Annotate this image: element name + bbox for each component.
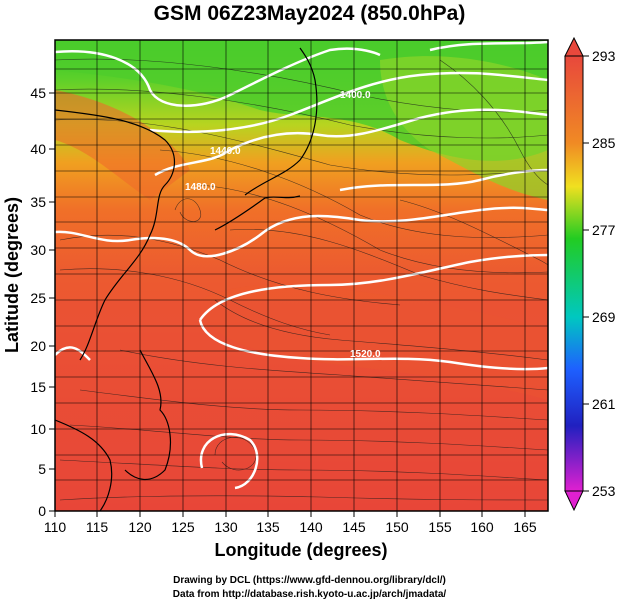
y-tick-label: 20 — [30, 338, 46, 354]
coastlines — [55, 47, 318, 511]
x-tick-label: 115 — [86, 519, 109, 535]
y-axis-label: Latitude (degrees) — [2, 197, 22, 353]
contour-label-1400: 1400.0 — [340, 90, 371, 101]
y-tick-label: 45 — [30, 85, 46, 101]
colorbar-bottom-arrow — [564, 490, 584, 512]
x-tick-label: 165 — [513, 519, 537, 535]
colorbar-label: 269 — [592, 309, 616, 325]
graticule — [55, 40, 548, 511]
contour-label-1440: 1440.0 — [210, 146, 241, 157]
colorbar-label: 253 — [592, 483, 616, 499]
y-tick-label: 0 — [38, 503, 46, 519]
x-tick-label: 140 — [299, 519, 323, 535]
y-tick-labels: 0 5 10 15 20 25 30 35 40 45 — [30, 85, 46, 519]
y-tick-label: 40 — [30, 141, 46, 157]
colorbar-label: 261 — [592, 396, 616, 412]
height-contours — [55, 40, 548, 490]
y-tick-label: 30 — [30, 242, 46, 258]
x-tick-label: 145 — [342, 519, 366, 535]
contour-label-1520: 1520.0 — [350, 349, 381, 360]
colorbar-top-arrow — [564, 36, 584, 57]
x-tick-label: 150 — [385, 519, 409, 535]
plot-frame — [54, 39, 549, 512]
map-title: GSM 06Z23May2024 (850.0hPa) — [153, 2, 466, 25]
x-tick-label: 155 — [428, 519, 452, 535]
x-tick-label: 135 — [256, 519, 280, 535]
y-tick-label: 35 — [30, 194, 46, 210]
wind-streamlines — [55, 58, 548, 501]
temperature-field — [55, 40, 548, 511]
credit-data: Data from http://database.rish.kyoto-u.a… — [172, 589, 447, 600]
x-tick-label: 120 — [128, 519, 152, 535]
colorbar-label: 285 — [592, 135, 616, 151]
x-tick-marks — [54, 511, 526, 517]
contour-label-1480: 1480.0 — [185, 182, 216, 193]
y-tick-label: 25 — [30, 290, 46, 306]
colorbar-scale — [564, 55, 584, 492]
colorbar — [564, 36, 589, 512]
y-tick-label: 5 — [38, 461, 46, 477]
y-tick-marks — [49, 92, 55, 512]
x-tick-labels: 110 115 120 125 130 135 140 145 150 155 … — [44, 519, 537, 535]
credit-drawing: Drawing by DCL (https://www.gfd-dennou.o… — [173, 575, 446, 586]
x-axis-label: Longitude (degrees) — [214, 540, 387, 560]
x-tick-label: 160 — [470, 519, 494, 535]
colorbar-label: 293 — [592, 48, 616, 64]
colorbar-labels: 293 285 277 269 261 253 — [592, 48, 616, 499]
x-tick-label: 125 — [171, 519, 195, 535]
x-tick-label: 110 — [44, 519, 67, 535]
colorbar-label: 277 — [592, 222, 616, 238]
y-tick-label: 15 — [30, 379, 46, 395]
contour-labels: 1400.0 1440.0 1480.0 1520.0 — [185, 90, 381, 360]
x-tick-label: 130 — [214, 519, 238, 535]
y-tick-label: 10 — [30, 421, 46, 437]
